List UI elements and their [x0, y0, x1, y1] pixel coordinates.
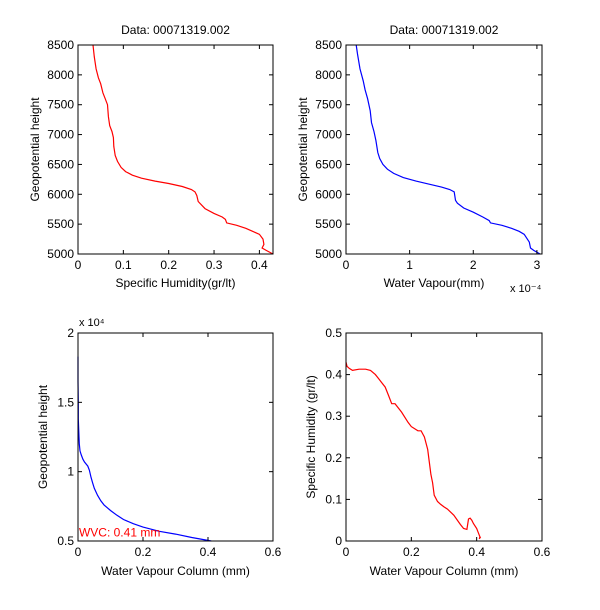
- subplot-title: Data: 00071319.002: [390, 23, 499, 37]
- x-axis-label: Specific Humidity(gr/lt): [115, 276, 235, 290]
- y-axis-label: Geopotential height: [36, 384, 50, 489]
- axes-box: [345, 44, 543, 255]
- x-tick-label: 0.4: [468, 545, 485, 559]
- y-tick-label: 8000: [315, 68, 342, 82]
- x-exponent-label: x 10⁻⁴: [510, 283, 542, 295]
- y-tick-label: 5500: [315, 217, 342, 231]
- x-tick-label: 0.4: [200, 545, 217, 559]
- x-tick-label: 0: [75, 258, 82, 272]
- y-tick-label: 6500: [47, 157, 74, 171]
- subplot-wvc-vs-height: x 10⁴ Water Vapour Column (mm) Geopotent…: [36, 317, 282, 578]
- x-tick-label: 0.1: [115, 258, 132, 272]
- x-tick-label: 0.6: [534, 545, 551, 559]
- x-tick-label: 0: [343, 545, 350, 559]
- subplot-wv-vs-height: Data: 00071319.002 Water Vapour(mm) x 10…: [296, 23, 543, 295]
- y-tick-label: 8500: [315, 38, 342, 52]
- x-tick-label: 0.3: [206, 258, 223, 272]
- x-tick-label: 0.6: [265, 545, 282, 559]
- x-axis-label: Water Vapour Column (mm): [101, 564, 250, 578]
- y-tick-label: 5500: [47, 217, 74, 231]
- y-tick-label: 7000: [47, 128, 74, 142]
- y-tick-label: 6000: [315, 187, 342, 201]
- y-tick-label: 6000: [47, 187, 74, 201]
- y-tick-label: 1.5: [57, 395, 74, 409]
- wvc-annotation: WVC: 0.41 mm: [79, 526, 160, 540]
- series-line: [355, 44, 541, 255]
- y-axis-label: Specific Humidity (gr/lt): [304, 375, 318, 498]
- y-tick-label: 8000: [47, 68, 74, 82]
- y-tick-label: 8500: [47, 38, 74, 52]
- axes-box: [77, 44, 274, 255]
- x-tick-label: 2: [470, 258, 477, 272]
- y-tick-label: 0: [335, 534, 342, 548]
- y-tick-label: 0.5: [57, 534, 74, 548]
- y-tick-label: 7500: [47, 98, 74, 112]
- y-tick-label: 2: [67, 326, 74, 340]
- axes-box: [77, 332, 274, 542]
- axes-box: [345, 332, 543, 542]
- y-tick-label: 7000: [315, 128, 342, 142]
- x-tick-label: 0.2: [403, 545, 420, 559]
- x-tick-label: 0.2: [160, 258, 177, 272]
- subplot-title: Data: 00071319.002: [121, 23, 230, 37]
- y-tick-label: 0.2: [325, 451, 342, 465]
- y-tick-label: 1: [67, 465, 74, 479]
- y-axis-label: Geopotential height: [28, 97, 42, 202]
- y-tick-label: 7500: [315, 98, 342, 112]
- x-axis-label: Water Vapour(mm): [384, 276, 485, 290]
- y-exponent-label: x 10⁴: [79, 317, 105, 329]
- x-tick-label: 0: [75, 545, 82, 559]
- y-axis-label: Geopotential height: [296, 97, 310, 202]
- x-tick-label: 1: [406, 258, 413, 272]
- x-tick-label: 3: [534, 258, 541, 272]
- y-tick-label: 6500: [315, 157, 342, 171]
- y-tick-label: 0.5: [325, 326, 342, 340]
- subplot-sh-vs-height: Data: 00071319.002 Specific Humidity(gr/…: [28, 23, 274, 290]
- y-tick-label: 5000: [47, 247, 74, 261]
- x-tick-label: 0.2: [135, 545, 152, 559]
- y-tick-label: 5000: [315, 247, 342, 261]
- y-tick-label: 0.3: [325, 409, 342, 423]
- x-axis-label: Water Vapour Column (mm): [370, 564, 519, 578]
- y-tick-label: 0.4: [325, 368, 342, 382]
- x-tick-label: 0.4: [251, 258, 268, 272]
- series-line: [92, 44, 274, 255]
- subplot-wvc-vs-sh: Water Vapour Column (mm) Specific Humidi…: [304, 326, 551, 578]
- x-tick-label: 0: [343, 258, 350, 272]
- y-tick-label: 0.1: [325, 492, 342, 506]
